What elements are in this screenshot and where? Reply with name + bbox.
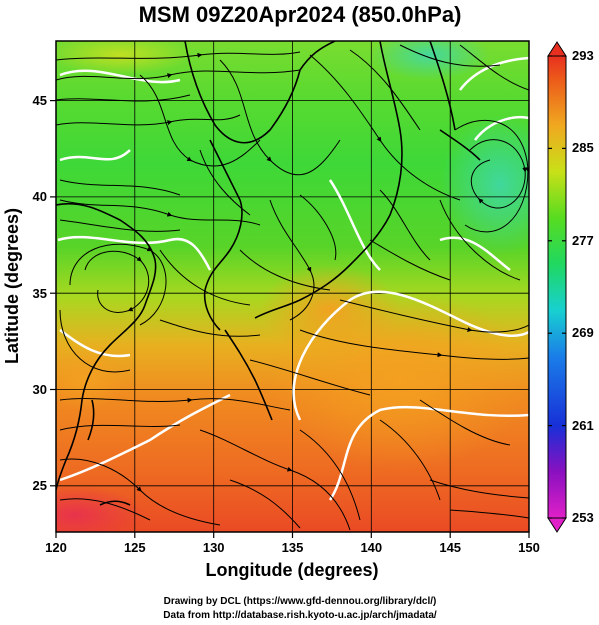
cool-region-east	[440, 115, 529, 255]
coast-sakhalin	[429, 41, 456, 131]
x-tick-140: 140	[360, 540, 382, 555]
coast-siberia	[184, 41, 336, 144]
x-axis-ticks	[55, 532, 530, 538]
streamlines	[56, 44, 529, 531]
cool-region-north	[370, 41, 490, 80]
x-tick-150: 150	[518, 540, 540, 555]
colorbar-tick-269: 269	[572, 325, 594, 340]
footer-data-source: Data from http://database.rish.kyoto-u.a…	[163, 610, 437, 621]
x-tick-labels: 120 125 130 135 140 145 150	[45, 540, 540, 555]
colorbar-bottom-arrow	[547, 517, 567, 533]
y-tick-40: 40	[33, 189, 47, 204]
x-tick-125: 125	[124, 540, 146, 555]
colorbar-tick-253: 253	[572, 510, 594, 525]
colorbar-tick-277: 277	[572, 233, 594, 248]
y-tick-labels: 25 30 35 40 45	[33, 93, 47, 493]
colorbar-tick-261: 261	[572, 418, 594, 433]
y-tick-35: 35	[33, 286, 47, 301]
y-tick-25: 25	[33, 478, 47, 493]
colorbar-tick-285: 285	[572, 140, 594, 155]
x-tick-145: 145	[439, 540, 461, 555]
coast-bohai	[56, 202, 157, 306]
coast-japan	[254, 41, 403, 319]
y-tick-45: 45	[33, 93, 47, 108]
map-plot-area	[56, 41, 529, 532]
colorbar-scale	[547, 55, 567, 519]
footer-credit: Drawing by DCL (https://www.gfd-dennou.o…	[164, 596, 437, 607]
colorbar-tick-293: 293	[572, 48, 594, 63]
x-tick-120: 120	[45, 540, 67, 555]
coast-taiwan	[87, 399, 95, 441]
coast-kuril	[439, 129, 481, 161]
coast-luzon	[99, 500, 131, 506]
coast-ryukyu	[224, 329, 273, 421]
x-tick-130: 130	[203, 540, 225, 555]
coastlines	[56, 41, 481, 506]
coast-china	[56, 304, 146, 491]
colorbar: 293 285 277 269 261 253	[547, 41, 594, 533]
y-tick-30: 30	[33, 382, 47, 397]
hot-region-southwest	[56, 485, 145, 532]
y-axis-label: Latitude (degrees)	[2, 208, 22, 364]
warm-region-2	[260, 265, 400, 355]
x-axis-label: Longitude (degrees)	[205, 560, 378, 580]
x-tick-135: 135	[282, 540, 304, 555]
map-title: MSM 09Z20Apr2024 (850.0hPa)	[139, 2, 462, 27]
colorbar-top-arrow	[547, 41, 567, 57]
warm-region-west	[56, 350, 125, 410]
coast-korea-east	[203, 139, 243, 331]
y-axis-ticks	[50, 99, 56, 487]
